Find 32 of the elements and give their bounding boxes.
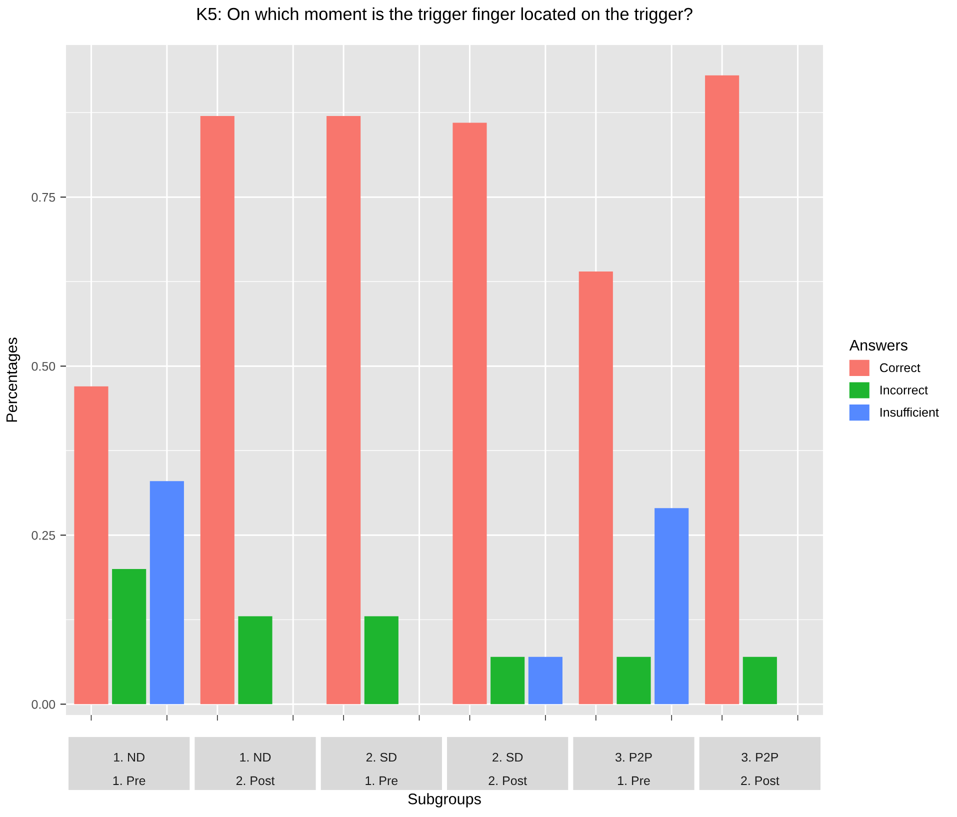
bar: [364, 616, 398, 704]
legend-label: Correct: [880, 363, 920, 372]
x-tick-label: 2. SD 1. Pre: [366, 752, 398, 786]
bar: [74, 386, 108, 704]
bar: [490, 656, 525, 704]
bar: [200, 116, 234, 704]
bar: [528, 656, 562, 704]
y-tick-label: 0.50: [32, 362, 56, 371]
x-tick-label: 3. P2P 2. Post: [741, 752, 780, 786]
x-tick-label: 1. ND 1. Pre: [113, 752, 146, 786]
x-tick-label: 2. SD 2. Post: [488, 752, 527, 786]
y-tick-label: 0.25: [32, 530, 56, 540]
bar: [150, 481, 184, 704]
bar: [238, 616, 272, 704]
bar: [112, 568, 146, 704]
bar: [452, 122, 487, 704]
bar: [654, 508, 689, 704]
chart-title: K5: On which moment is the trigger finger located on the trigger?: [197, 7, 692, 24]
bar: [326, 116, 361, 704]
bar: [616, 656, 651, 704]
bar: [578, 271, 613, 704]
bar: [705, 75, 740, 704]
y-tick-label: 0.75: [32, 192, 56, 202]
y-tick-label: 0.00: [32, 700, 56, 709]
y-axis-title: Percentages: [6, 338, 20, 422]
legend-label: Incorrect: [880, 386, 928, 394]
x-axis-title: Subgroups: [408, 793, 481, 808]
legend-label: Insufficient: [880, 408, 939, 417]
bar: [742, 656, 777, 704]
x-tick-label: 3. P2P 1. Pre: [615, 752, 652, 786]
x-tick-label: 1. ND 2. Post: [236, 752, 275, 786]
legend-title: Answers: [849, 340, 908, 351]
